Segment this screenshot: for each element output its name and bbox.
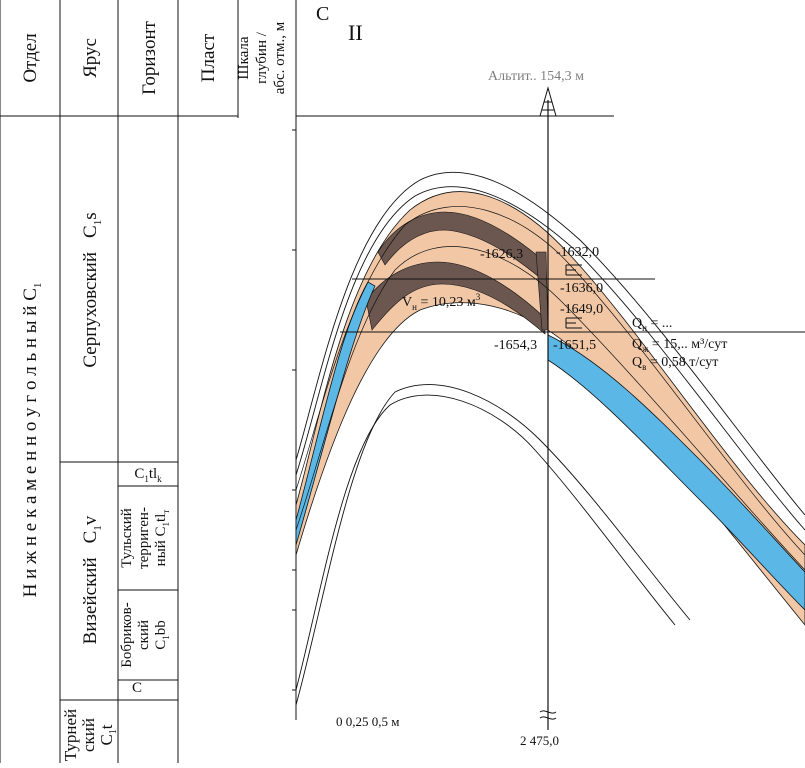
anticline-layers bbox=[295, 191, 805, 626]
contour-lines bbox=[295, 171, 805, 706]
svg-text:ский: ский bbox=[136, 620, 152, 650]
flow-rate-q2: Qж = 15,.. м³/сут bbox=[632, 337, 727, 354]
depth-top-6: -1651,5 bbox=[553, 338, 596, 353]
svg-text:C1t: C1t bbox=[97, 724, 119, 745]
tourney-label: Турней ский C1t bbox=[61, 709, 119, 761]
break-mark-icon bbox=[539, 710, 557, 720]
svg-text:ский: ский bbox=[79, 718, 98, 752]
header-otdel: Отдел bbox=[20, 33, 41, 83]
section-roman: II bbox=[348, 20, 363, 45]
section-char: С bbox=[316, 3, 329, 25]
well-tower-icon bbox=[539, 86, 557, 117]
header-scale-2: глубин / bbox=[254, 31, 270, 84]
serpukhov-label: СерпуховскийC1s bbox=[80, 212, 104, 367]
horizon-tulsky: Тульский терриген- ный C1tlт bbox=[119, 507, 171, 569]
stratigraphy-table bbox=[0, 0, 239, 763]
svg-text:Турней: Турней bbox=[61, 709, 80, 761]
water-layer-right bbox=[547, 334, 805, 611]
svg-text:ВизейскийC1v: ВизейскийC1v bbox=[80, 515, 104, 644]
depth-top-1: -1626,3 bbox=[480, 247, 523, 262]
svg-text:Бобриков-: Бобриков- bbox=[119, 602, 135, 667]
altitude-label: Альтит.. 154,3 м bbox=[488, 69, 584, 84]
horizontal-scale: 0 0,25 0,5 м bbox=[336, 714, 399, 729]
horizon-bobrikovsky: Бобриков- ский C1bb bbox=[119, 602, 171, 667]
svg-text:терриген-: терриген- bbox=[136, 507, 152, 569]
bottom-depth: 2 475,0 bbox=[520, 733, 559, 748]
water-layer bbox=[295, 281, 376, 546]
depth-scale-axis bbox=[292, 0, 297, 720]
svg-text:Тульский: Тульский bbox=[119, 508, 135, 568]
header-yarus: Ярус bbox=[80, 38, 101, 78]
svg-text:ный C1tlт: ный C1tlт bbox=[153, 510, 171, 567]
otdel-label: Н и ж н е к а м е н н о у г о л ь н ы й … bbox=[20, 283, 44, 598]
vize-label: ВизейскийC1v bbox=[80, 515, 104, 644]
header-scale-3: абс. отм., м bbox=[272, 21, 288, 94]
depth-top-4: -1649,0 bbox=[560, 302, 603, 317]
depth-top-5: -1654,3 bbox=[494, 338, 537, 353]
horizon-tl-k: C1tlk bbox=[134, 466, 162, 484]
svg-text:C1bb: C1bb bbox=[153, 620, 171, 650]
depth-top-2: -1632,0 bbox=[556, 245, 599, 260]
svg-text:Н и ж н е к а м е н н о у г о: Н и ж н е к а м е н н о у г о л ь н ы й … bbox=[20, 283, 44, 598]
tan-band bbox=[295, 191, 805, 626]
flow-rate-q3: Qв = 0,58 т/сут bbox=[632, 355, 718, 372]
svg-text:СерпуховскийC1s: СерпуховскийC1s bbox=[80, 212, 104, 367]
flow-rate-q1: Qн = ... bbox=[632, 316, 672, 333]
horizon-partial-c: C bbox=[132, 680, 142, 696]
volume-label: Vн = 10,23 м3 bbox=[402, 292, 481, 312]
header-scale-1: Шкала bbox=[236, 36, 252, 79]
depth-top-3: -1636,0 bbox=[560, 281, 603, 296]
perforation-marks bbox=[565, 264, 582, 329]
header-plast: Пласт bbox=[198, 33, 219, 82]
header-gorizont: Горизонт bbox=[139, 20, 160, 95]
